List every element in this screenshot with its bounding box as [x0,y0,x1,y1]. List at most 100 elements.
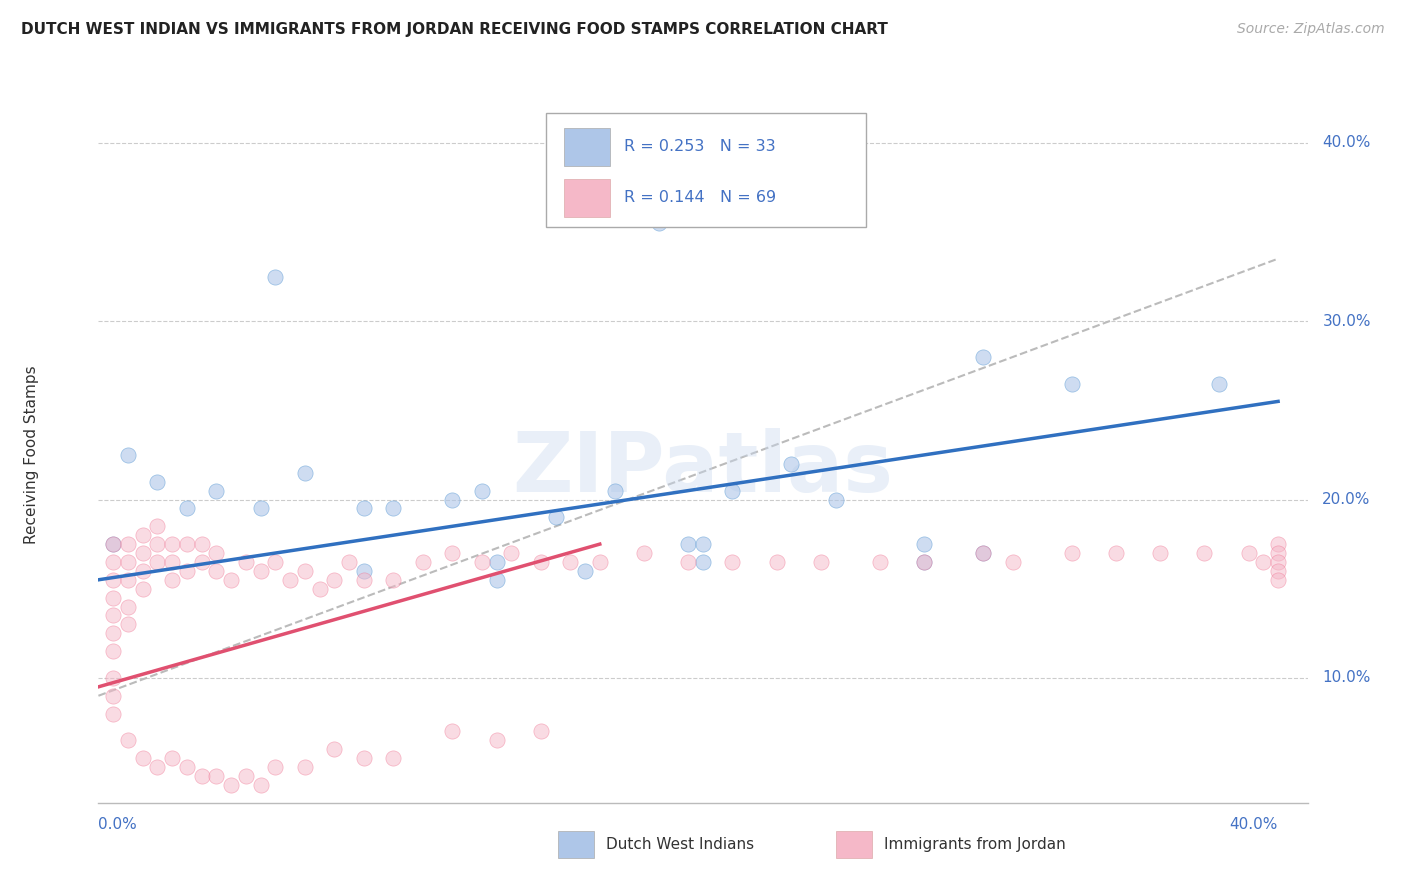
Point [190,769,212,783]
Point [176,760,198,774]
Point [574,564,596,578]
Point [441,546,464,560]
Point [471,555,494,569]
Point [544,510,567,524]
Point [160,555,183,569]
Point [190,555,212,569]
Text: R = 0.253   N = 33: R = 0.253 N = 33 [624,139,776,154]
Point [1149,546,1171,560]
Text: 40.0%: 40.0% [1322,136,1371,150]
Point [131,546,153,560]
Point [264,760,287,774]
Point [692,555,714,569]
Point [765,555,787,569]
Point [441,492,464,507]
Point [235,769,257,783]
Point [131,582,153,596]
Point [205,769,228,783]
Point [412,555,434,569]
Point [235,555,257,569]
Point [1267,555,1289,569]
Point [131,564,153,578]
Point [294,466,316,480]
Text: Receiving Food Stamps: Receiving Food Stamps [24,366,39,544]
Point [219,573,242,587]
Text: Dutch West Indians: Dutch West Indians [606,837,755,852]
Point [485,573,508,587]
Point [1267,564,1289,578]
Point [560,555,582,569]
Point [471,483,494,498]
Point [648,216,671,230]
Point [205,483,228,498]
Point [1001,555,1024,569]
Point [485,733,508,747]
Point [117,555,139,569]
Text: 30.0%: 30.0% [1322,314,1371,328]
Text: DUTCH WEST INDIAN VS IMMIGRANTS FROM JORDAN RECEIVING FOOD STAMPS CORRELATION CH: DUTCH WEST INDIAN VS IMMIGRANTS FROM JOR… [21,22,889,37]
Point [117,537,139,551]
Point [633,546,655,560]
Point [101,573,124,587]
Point [249,564,271,578]
Point [382,751,405,765]
Point [678,555,700,569]
Point [131,528,153,542]
Text: Immigrants from Jordan: Immigrants from Jordan [884,837,1066,852]
Text: 40.0%: 40.0% [1230,817,1278,832]
Text: Source: ZipAtlas.com: Source: ZipAtlas.com [1237,22,1385,37]
Point [146,537,169,551]
Point [382,501,405,516]
Point [117,573,139,587]
Point [117,733,139,747]
Point [1194,546,1216,560]
Point [721,555,744,569]
Point [294,564,316,578]
Point [780,457,803,471]
Point [721,483,744,498]
Point [101,671,124,685]
Point [972,546,994,560]
Point [176,564,198,578]
Point [353,564,375,578]
Point [869,555,891,569]
Point [1105,546,1128,560]
Point [589,555,612,569]
Point [1267,537,1289,551]
Point [176,501,198,516]
Bar [558,830,595,858]
Point [485,555,508,569]
Point [692,537,714,551]
Text: ZIPatlas: ZIPatlas [513,428,893,509]
Point [294,760,316,774]
Text: 10.0%: 10.0% [1322,671,1371,685]
Point [205,564,228,578]
Point [1253,555,1275,569]
Point [160,537,183,551]
Point [308,582,330,596]
Point [146,519,169,533]
Point [323,573,346,587]
FancyBboxPatch shape [546,112,866,227]
Text: 20.0%: 20.0% [1322,492,1371,507]
Point [530,555,553,569]
Point [678,537,700,551]
Point [160,573,183,587]
Point [323,742,346,756]
Bar [564,178,610,217]
Point [117,617,139,632]
Point [101,644,124,658]
Text: 0.0%: 0.0% [98,817,138,832]
Point [353,573,375,587]
Point [101,608,124,623]
Point [337,555,360,569]
Point [131,751,153,765]
Point [101,626,124,640]
Point [101,555,124,569]
Text: R = 0.144   N = 69: R = 0.144 N = 69 [624,190,776,205]
Point [146,760,169,774]
Point [1060,376,1083,391]
Point [146,555,169,569]
Point [530,724,553,739]
Point [190,537,212,551]
